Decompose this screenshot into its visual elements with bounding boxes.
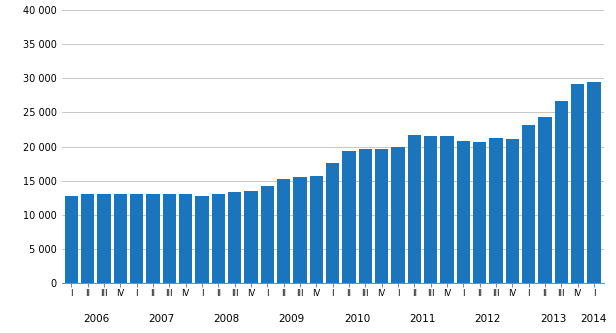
Bar xyxy=(179,194,192,283)
Bar xyxy=(65,196,78,283)
Text: 2008: 2008 xyxy=(213,314,240,324)
Bar xyxy=(424,136,437,283)
Bar xyxy=(489,138,503,283)
Text: 2009: 2009 xyxy=(278,314,305,324)
Bar xyxy=(522,125,535,283)
Bar xyxy=(554,101,568,283)
Bar xyxy=(359,149,372,283)
Bar xyxy=(440,136,453,283)
Text: 2012: 2012 xyxy=(474,314,501,324)
Bar xyxy=(163,193,176,283)
Bar xyxy=(245,191,257,283)
Bar xyxy=(195,196,209,283)
Bar xyxy=(97,193,111,283)
Bar xyxy=(326,163,339,283)
Bar xyxy=(114,193,127,283)
Text: 2011: 2011 xyxy=(409,314,436,324)
Bar xyxy=(571,84,584,283)
Bar xyxy=(473,142,486,283)
Text: 2007: 2007 xyxy=(148,314,174,324)
Text: 2010: 2010 xyxy=(344,314,370,324)
Text: 2006: 2006 xyxy=(83,314,109,324)
Bar xyxy=(391,147,405,283)
Bar xyxy=(310,176,323,283)
Bar xyxy=(293,176,307,283)
Bar xyxy=(228,192,241,283)
Bar xyxy=(81,194,94,283)
Bar xyxy=(147,193,160,283)
Bar xyxy=(506,139,519,283)
Bar xyxy=(456,141,470,283)
Text: 2013: 2013 xyxy=(540,314,566,324)
Bar xyxy=(130,193,144,283)
Bar xyxy=(277,178,290,283)
Bar xyxy=(212,194,225,283)
Bar xyxy=(261,186,274,283)
Text: 2014: 2014 xyxy=(581,314,607,324)
Bar xyxy=(375,149,388,283)
Bar xyxy=(408,135,421,283)
Bar xyxy=(538,117,551,283)
Bar xyxy=(587,82,601,283)
Bar xyxy=(342,151,355,283)
